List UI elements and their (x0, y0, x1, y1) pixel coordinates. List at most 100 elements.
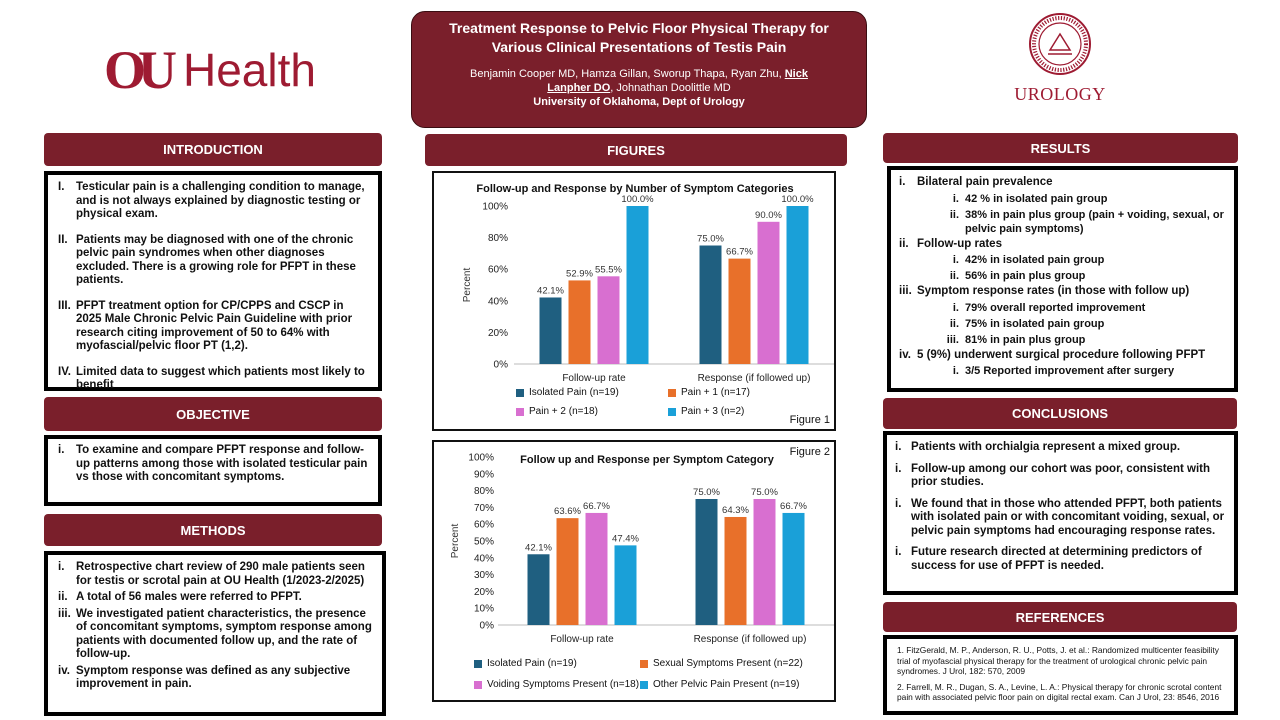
bar (614, 545, 637, 625)
sub-item-text: 79% overall reported improvement (965, 301, 1146, 314)
item-text: Limited data to suggest which patients m… (76, 365, 365, 392)
intro-item: III. PFPT treatment option for CP/CPPS an… (58, 300, 368, 354)
results-item: i. Bilateral pain prevalence (899, 176, 1226, 190)
affiliation: University of Oklahoma, Dept of Urology (533, 96, 745, 108)
y-tick-label: 30% (474, 570, 494, 581)
methods-box: i. Retrospective chart review of 290 male… (44, 551, 386, 716)
data-label: 90.0% (755, 210, 782, 221)
intro-item: II. Patients may be diagnosed with one of… (58, 234, 368, 288)
item-text: 5 (9%) underwent surgical procedure foll… (917, 348, 1206, 361)
y-tick-label: 0% (494, 360, 509, 371)
sub-item-text: 42 % in isolated pain group (965, 192, 1108, 205)
sub-item-number: i. (952, 365, 959, 377)
y-tick-label: 80% (474, 486, 494, 497)
sub-item-number: iii. (946, 333, 959, 346)
poster-title: Treatment Response to Pelvic Floor Physi… (412, 19, 866, 57)
health-wordmark: Health (183, 44, 316, 96)
item-number: iv. (899, 348, 911, 361)
conclusions-item: i. We found that in those who attended PF… (895, 498, 1226, 539)
legend-label: Pain + 3 (n=2) (681, 406, 745, 417)
item-number: II. (58, 233, 68, 246)
bar (556, 518, 579, 625)
chart-title: Follow up and Response per Symptom Categ… (520, 454, 775, 466)
intro-item: IV. Limited data to suggest which patient… (58, 366, 368, 393)
item-number: iv. (58, 664, 70, 677)
fig1-legend-item-3: Pain + 2 (n=18) (516, 406, 598, 417)
y-tick-label: 40% (488, 296, 508, 307)
sub-item-number: ii. (949, 208, 959, 221)
ou-monogram: OU (104, 40, 177, 100)
item-text: To examine and compare PFPT response and… (76, 444, 368, 483)
author-underlined-last: Lanpher DO (547, 82, 611, 94)
data-label: 55.5% (595, 264, 622, 275)
introduction-box: I. Testicular pain is a challenging condi… (44, 171, 382, 391)
data-label: 75.0% (693, 487, 720, 498)
methods-item: ii. A total of 56 males were referred to … (58, 591, 372, 605)
poster-title-line1: Treatment Response to Pelvic Floor Physi… (449, 20, 829, 36)
ou-health-logo: OU Health (104, 34, 324, 106)
figure-2-panel: Follow up and Response per Symptom Categ… (432, 440, 836, 702)
sub-item: i. 79% overall reported improvement (899, 301, 1226, 315)
conclusions-list: i. Patients with orchialgia represent a m… (895, 441, 1226, 573)
y-tick-label: 100% (468, 453, 494, 464)
item-text: Bilateral pain prevalence (917, 176, 1053, 188)
item-text: Patients with orchialgia represent a mix… (911, 441, 1181, 453)
legend-label: Pain + 1 (n=17) (681, 387, 750, 398)
author-underlined-first: Nick (784, 68, 808, 80)
item-number: ii. (58, 591, 68, 603)
bar (597, 276, 620, 364)
item-text: Symptom response rates (in those with fo… (917, 285, 1190, 297)
bar (728, 258, 751, 364)
item-text: We found that in those who attended PFPT… (911, 497, 1225, 537)
fig2-legend-item-3: Voiding Symptoms Present (n=18) (474, 679, 639, 690)
reference-item: 2. Farrell, M. R., Dugan, S. A., Levine,… (897, 681, 1222, 703)
legend-label: Isolated Pain (n=19) (487, 658, 577, 669)
item-text: Symptom response was defined as any subj… (76, 664, 351, 691)
item-number: I. (58, 181, 65, 193)
sub-item-text: 38% in pain plus group (pain + voiding, … (965, 208, 1224, 235)
legend-label: Sexual Symptoms Present (n=22) (653, 658, 803, 669)
item-number: iii. (58, 607, 71, 620)
y-tick-label: 10% (474, 604, 494, 615)
sub-item-number: i. (952, 254, 959, 266)
authors-part-a: Benjamin Cooper MD, Hamza Gillan, Sworup… (470, 68, 785, 80)
sub-item-text: 56% in pain plus group (965, 270, 1086, 282)
fig1-legend-item-1: Isolated Pain (n=19) (516, 387, 619, 398)
poster-title-line2: Various Clinical Presentations of Testis… (491, 39, 787, 55)
sub-item: i. 42 % in isolated pain group (899, 192, 1226, 206)
sub-item-number: i. (952, 192, 959, 205)
item-text: Patients may be diagnosed with one of th… (76, 233, 356, 287)
introduction-list: I. Testicular pain is a challenging condi… (58, 181, 368, 393)
item-number: ii. (899, 237, 909, 250)
figure-2-chart: Follow up and Response per Symptom Categ… (450, 453, 834, 645)
bar (753, 499, 776, 625)
objective-item: i. To examine and compare PFPT response a… (58, 444, 368, 485)
y-tick-label: 60% (488, 265, 508, 276)
y-tick-label: 20% (488, 328, 508, 339)
y-tick-label: 80% (488, 233, 508, 244)
item-number: i. (58, 561, 65, 573)
intro-item: I. Testicular pain is a challenging condi… (58, 181, 368, 222)
sub-item: iii. 81% in pain plus group (899, 333, 1226, 347)
y-tick-label: 60% (474, 520, 494, 531)
data-label: 63.6% (554, 506, 581, 517)
fig1-legend-item-4: Pain + 3 (n=2) (668, 406, 744, 417)
sub-item-number: ii. (949, 317, 959, 330)
y-tick-label: 70% (474, 503, 494, 514)
title-banner: Treatment Response to Pelvic Floor Physi… (411, 11, 867, 128)
data-label: 75.0% (697, 234, 724, 245)
x-tick-label: Response (if followed up) (694, 634, 807, 645)
methods-list: i. Retrospective chart review of 290 male… (58, 561, 372, 692)
sub-item-text: 81% in pain plus group (965, 333, 1086, 346)
item-number: i. (895, 462, 902, 475)
item-number: i. (895, 441, 902, 453)
references-header: REFERENCES (883, 602, 1237, 632)
y-tick-label: 90% (474, 469, 494, 480)
urology-logo: UROLOGY (1000, 12, 1120, 108)
sub-item-number: ii. (949, 270, 959, 282)
chart-title: Follow-up and Response by Number of Symp… (476, 183, 793, 195)
bar (568, 280, 591, 364)
fig2-legend-item-2: Sexual Symptoms Present (n=22) (640, 658, 803, 669)
conclusions-item: i. Patients with orchialgia represent a m… (895, 441, 1226, 455)
methods-item: i. Retrospective chart review of 290 male… (58, 561, 372, 588)
